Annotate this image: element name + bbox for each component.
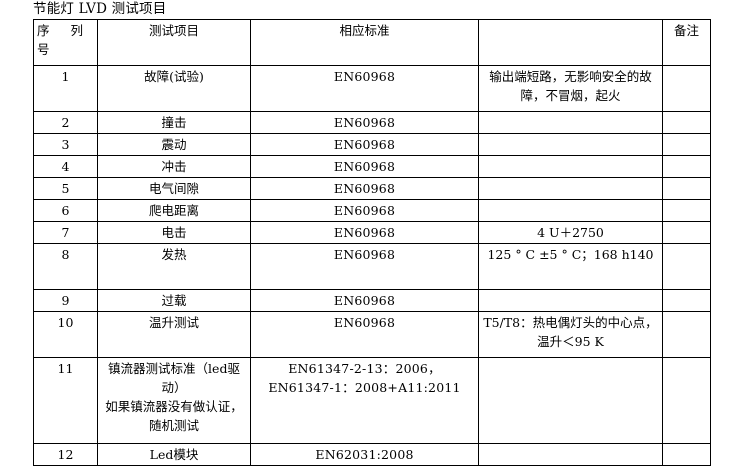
table-row: 4 冲击 EN60968 xyxy=(33,155,711,178)
lvd-test-table-container: 序 列 号 测试项目 相应标准 备注 1 故障(试验) EN60968 输出端短… xyxy=(33,19,711,466)
table-row: 8 发热 EN60968 125 ° C ±5 ° C；168 h140 xyxy=(33,243,711,290)
cell-test-item: 电气间隙 xyxy=(97,177,251,200)
cell-note xyxy=(662,243,711,290)
cell-test-item: 冲击 xyxy=(97,155,251,178)
column-header-standard: 相应标准 xyxy=(250,19,479,66)
cell-requirement xyxy=(478,155,663,178)
cell-standard-line-1: EN61347-2-13：2006， xyxy=(288,361,441,376)
table-row: 1 故障(试验) EN60968 输出端短路，无影响安全的故障，不冒烟，起火 xyxy=(33,65,711,112)
table-row: 9 过载 EN60968 xyxy=(33,289,711,312)
cell-note xyxy=(662,289,711,312)
cell-note xyxy=(662,443,711,466)
cell-note xyxy=(662,155,711,178)
cell-test-item-paragraph-1: 镇流器测试标准（led驱动） xyxy=(108,361,240,395)
cell-test-item: 电击 xyxy=(97,221,251,244)
table-row: 12 Led模块 EN62031:2008 xyxy=(33,443,711,466)
cell-test-item: 镇流器测试标准（led驱动） 如果镇流器没有做认证，随机测试 xyxy=(97,357,251,444)
cell-note xyxy=(662,199,711,222)
cell-requirement: T5/T8：热电偶灯头的中心点，温升＜95 K xyxy=(478,311,663,358)
cell-requirement xyxy=(478,443,663,466)
cell-note xyxy=(662,311,711,358)
column-header-serial-char2: 列 xyxy=(70,23,83,38)
cell-serial-no: 4 xyxy=(33,155,98,178)
cell-serial-no: 1 xyxy=(33,65,98,112)
cell-requirement xyxy=(478,199,663,222)
column-header-test-item: 测试项目 xyxy=(97,19,251,66)
cell-requirement xyxy=(478,177,663,200)
document-page: 节能灯 LVD 测试项目 序 列 号 xyxy=(33,1,711,466)
cell-serial-no: 11 xyxy=(33,357,98,444)
cell-standard: EN60968 xyxy=(250,177,479,200)
cell-requirement xyxy=(478,133,663,156)
cell-serial-no: 8 xyxy=(33,243,98,290)
cell-serial-no: 3 xyxy=(33,133,98,156)
cell-standard: EN60968 xyxy=(250,289,479,312)
table-row: 7 电击 EN60968 4 U＋2750 xyxy=(33,221,711,244)
cell-serial-no: 2 xyxy=(33,111,98,134)
table-row: 10 温升测试 EN60968 T5/T8：热电偶灯头的中心点，温升＜95 K xyxy=(33,311,711,358)
cell-requirement: 输出端短路，无影响安全的故障，不冒烟，起火 xyxy=(478,65,663,112)
cell-requirement: 4 U＋2750 xyxy=(478,221,663,244)
table-row: 2 撞击 EN60968 xyxy=(33,111,711,134)
cell-standard: EN60968 xyxy=(250,221,479,244)
table-row: 5 电气间隙 EN60968 xyxy=(33,177,711,200)
cell-standard: EN60968 xyxy=(250,311,479,358)
page-title: 节能灯 LVD 测试项目 xyxy=(33,1,167,17)
lvd-test-table: 序 列 号 测试项目 相应标准 备注 1 故障(试验) EN60968 输出端短… xyxy=(33,19,711,466)
cell-standard: EN60968 xyxy=(250,65,479,112)
cell-serial-no: 9 xyxy=(33,289,98,312)
cell-test-item: 震动 xyxy=(97,133,251,156)
table-row: 6 爬电距离 EN60968 xyxy=(33,199,711,222)
table-header-row: 序 列 号 测试项目 相应标准 备注 xyxy=(33,19,711,66)
cell-test-item: 撞击 xyxy=(97,111,251,134)
table-row: 3 震动 EN60968 xyxy=(33,133,711,156)
cell-standard: EN60968 xyxy=(250,243,479,290)
column-header-requirement xyxy=(478,19,663,66)
cell-test-item: 过载 xyxy=(97,289,251,312)
table-row: 11 镇流器测试标准（led驱动） 如果镇流器没有做认证，随机测试 EN6134… xyxy=(33,357,711,444)
cell-serial-no: 10 xyxy=(33,311,98,358)
cell-note xyxy=(662,111,711,134)
cell-standard: EN60968 xyxy=(250,133,479,156)
cell-note xyxy=(662,65,711,112)
cell-standard: EN62031:2008 xyxy=(250,443,479,466)
cell-note xyxy=(662,177,711,200)
cell-standard-line-2: EN61347-1：2008+A11:2011 xyxy=(268,380,461,395)
cell-serial-no: 6 xyxy=(33,199,98,222)
cell-test-item: 发热 xyxy=(97,243,251,290)
cell-standard: EN61347-2-13：2006， EN61347-1：2008+A11:20… xyxy=(250,357,479,444)
column-header-note: 备注 xyxy=(662,19,711,66)
column-header-serial-char3: 号 xyxy=(37,42,50,57)
cell-test-item: Led模块 xyxy=(97,443,251,466)
cell-note xyxy=(662,357,711,444)
cell-requirement xyxy=(478,111,663,134)
column-header-serial-char1: 序 xyxy=(37,23,50,38)
cell-standard: EN60968 xyxy=(250,155,479,178)
cell-test-item-paragraph-2: 如果镇流器没有做认证，随机测试 xyxy=(105,399,243,433)
cell-standard: EN60968 xyxy=(250,111,479,134)
cell-note xyxy=(662,221,711,244)
cell-requirement xyxy=(478,357,663,444)
column-header-serial-no: 序 列 号 xyxy=(33,19,98,66)
cell-requirement xyxy=(478,289,663,312)
cell-requirement: 125 ° C ±5 ° C；168 h140 xyxy=(478,243,663,290)
cell-serial-no: 5 xyxy=(33,177,98,200)
cell-test-item: 温升测试 xyxy=(97,311,251,358)
cell-serial-no: 12 xyxy=(33,443,98,466)
cell-test-item: 故障(试验) xyxy=(97,65,251,112)
cell-serial-no: 7 xyxy=(33,221,98,244)
cell-note xyxy=(662,133,711,156)
cell-standard: EN60968 xyxy=(250,199,479,222)
cell-test-item: 爬电距离 xyxy=(97,199,251,222)
